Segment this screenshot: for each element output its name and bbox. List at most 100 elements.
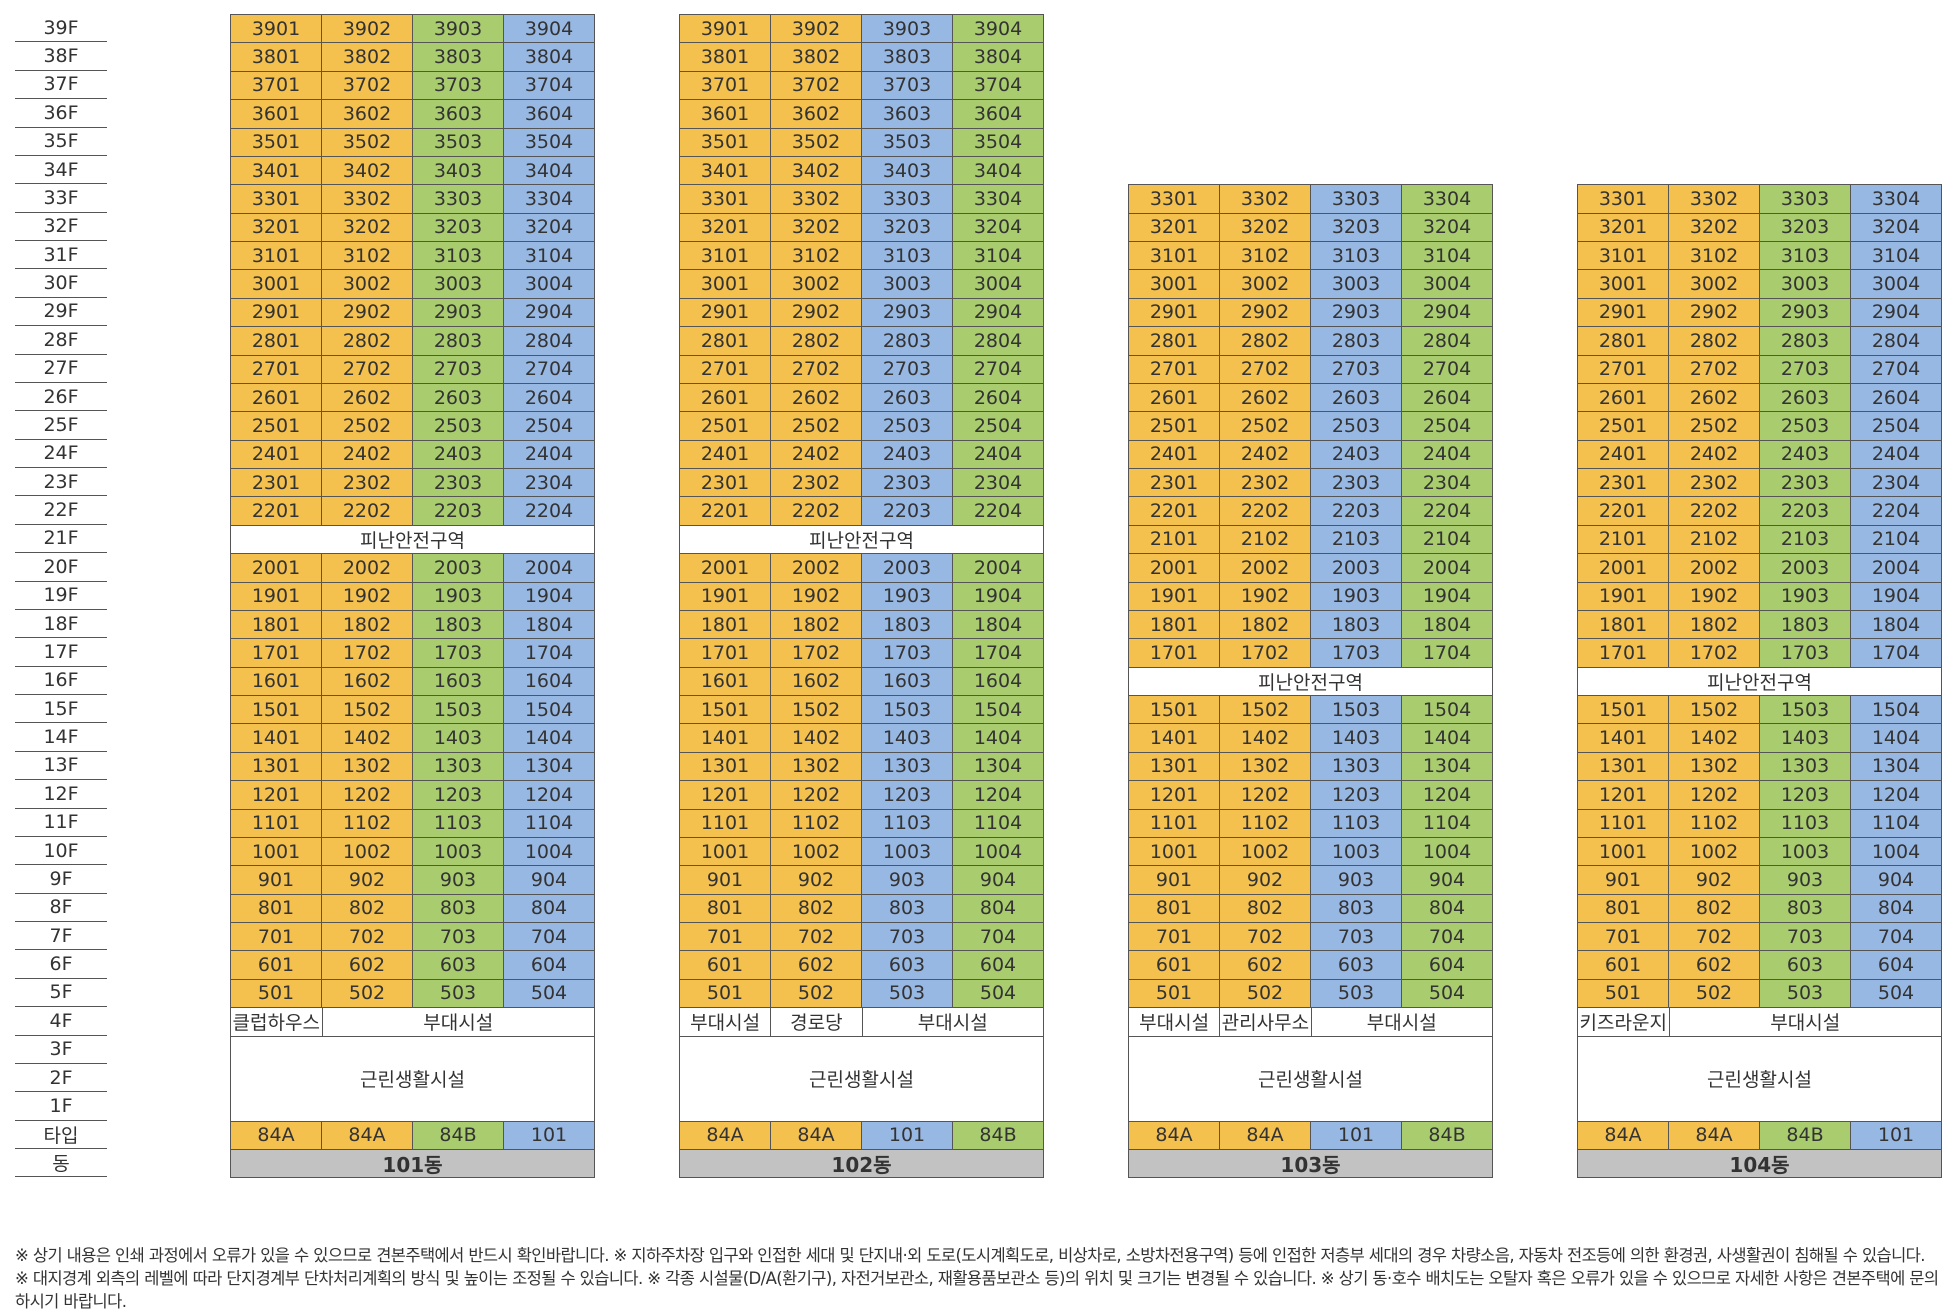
unit-cell: 1902 (1219, 581, 1311, 611)
unit-cell: 2204 (1401, 496, 1493, 526)
unit-cell: 1302 (770, 751, 862, 782)
unit-cell: 2802 (770, 326, 862, 356)
unit-cell: 704 (1850, 922, 1942, 952)
unit-cell: 2102 (1219, 524, 1311, 555)
unit-cell: 3303 (412, 184, 504, 214)
unit-cell: 2202 (1219, 496, 1311, 526)
unit-cell: 502 (1668, 978, 1760, 1009)
unit-cell: 3301 (1577, 184, 1669, 214)
unit-cell: 1302 (1668, 751, 1760, 782)
unit-cell: 1504 (1401, 695, 1493, 725)
unit-cell: 1801 (679, 609, 771, 640)
unit-cell: 1901 (1128, 581, 1220, 611)
neighborhood-facility: 근린생활시설 (230, 1035, 595, 1122)
unit-cell: 2501 (1577, 411, 1669, 441)
unit-cell: 3801 (230, 42, 322, 72)
unit-cell: 2303 (1310, 468, 1402, 498)
unit-cell: 1602 (770, 666, 862, 696)
unit-cell: 2502 (1219, 411, 1311, 441)
unit-cell: 3101 (679, 241, 771, 271)
unit-cell: 3801 (679, 42, 771, 72)
unit-cell: 704 (952, 922, 1044, 952)
unit-cell: 2803 (1759, 326, 1851, 356)
floor-label: 28F (15, 326, 107, 355)
unit-cell: 3602 (770, 99, 862, 129)
unit-cell: 2702 (321, 354, 413, 384)
unit-cell: 3004 (503, 269, 595, 299)
unit-cell: 1402 (321, 723, 413, 753)
unit-cell: 3204 (503, 212, 595, 242)
unit-cell: 2003 (412, 553, 504, 583)
floor-label: 26F (15, 383, 107, 412)
unit-cell: 1403 (1759, 723, 1851, 753)
unit-cell: 502 (770, 978, 862, 1009)
unit-cell: 601 (1128, 950, 1220, 980)
unit-cell: 1203 (861, 780, 953, 810)
unit-cell: 1403 (861, 723, 953, 753)
unit-cell: 1404 (952, 723, 1044, 753)
unit-cell: 904 (952, 865, 1044, 895)
unit-cell: 2201 (679, 496, 771, 526)
unit-cell: 704 (503, 922, 595, 952)
floor-label: 14F (15, 723, 107, 752)
floor-label: 32F (15, 213, 107, 241)
unit-cell: 2503 (861, 411, 953, 441)
floor-label: 35F (15, 128, 107, 156)
unit-cell: 1204 (503, 780, 595, 810)
unit-cell: 803 (1310, 893, 1402, 923)
unit-cell: 1702 (321, 638, 413, 668)
unit-cell: 2603 (1310, 382, 1402, 413)
building-name: 103동 (1128, 1149, 1493, 1179)
unit-cell: 2403 (861, 439, 953, 469)
floor-label: 20F (15, 553, 107, 582)
building-101: 3901 3902 3903 3904 3801 3802 3803 3804 3701 3702… (230, 14, 595, 1179)
unit-cell: 3703 (861, 70, 953, 101)
floor-label: 3F (15, 1036, 107, 1064)
unit-cell: 1102 (321, 808, 413, 838)
unit-cell: 903 (1759, 865, 1851, 895)
unit-cell: 2003 (861, 553, 953, 583)
unit-cell: 2704 (1401, 354, 1493, 384)
unit-cell: 2704 (503, 354, 595, 384)
unit-cell: 1403 (412, 723, 504, 753)
unit-cell: 3302 (1668, 184, 1760, 214)
unit-cell: 2902 (321, 297, 413, 328)
unit-cell: 1003 (1759, 836, 1851, 867)
unit-cell: 1902 (770, 581, 862, 611)
floor-label: 34F (15, 156, 107, 185)
unit-cell: 1702 (770, 638, 862, 668)
unit-cell: 1503 (412, 695, 504, 725)
unit-cell: 1003 (412, 836, 504, 867)
floor-label: 10F (15, 837, 107, 866)
unit-cell: 2901 (230, 297, 322, 328)
unit-cell: 1504 (952, 695, 1044, 725)
unit-cell: 704 (1401, 922, 1493, 952)
unit-cell: 3302 (1219, 184, 1311, 214)
unit-cell: 2103 (1310, 524, 1402, 555)
unit-cell: 603 (412, 950, 504, 980)
unit-cell: 2804 (1401, 326, 1493, 356)
unit-cell: 1401 (230, 723, 322, 753)
facility-cell: 부대시설 (1310, 1007, 1493, 1037)
unit-cell: 1204 (952, 780, 1044, 810)
unit-cell: 603 (1759, 950, 1851, 980)
unit-cell: 1804 (1850, 609, 1942, 640)
unit-cell: 3204 (1850, 212, 1942, 242)
unit-cell: 2804 (952, 326, 1044, 356)
unit-cell: 1301 (1577, 751, 1669, 782)
unit-cell: 3102 (1668, 241, 1760, 271)
unit-cell: 1103 (1759, 808, 1851, 838)
floor-label: 33F (15, 184, 107, 213)
unit-cell: 1804 (503, 609, 595, 640)
unit-cell: 3802 (770, 42, 862, 72)
unit-cell: 904 (503, 865, 595, 895)
unit-cell: 1802 (1668, 609, 1760, 640)
unit-cell: 1304 (503, 751, 595, 782)
type-cell: 84A (1577, 1120, 1669, 1151)
unit-cell: 1701 (1128, 638, 1220, 668)
unit-cell: 1104 (952, 808, 1044, 838)
unit-cell: 3303 (1310, 184, 1402, 214)
unit-cell: 2803 (412, 326, 504, 356)
unit-cell: 1303 (861, 751, 953, 782)
unit-cell: 504 (503, 978, 595, 1009)
